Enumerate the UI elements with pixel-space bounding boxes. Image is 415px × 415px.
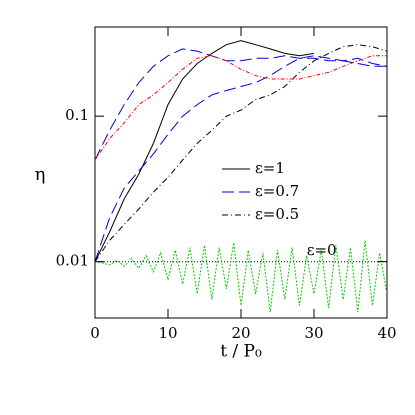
x-tick-label: 40	[377, 324, 396, 342]
series-line	[95, 44, 387, 262]
x-tick-label: 20	[231, 324, 250, 342]
series-line	[95, 240, 387, 313]
series-line	[95, 55, 387, 262]
plot-lines	[95, 40, 387, 313]
x-tick-label: 0	[90, 324, 100, 342]
y-tick-label: 0.01	[56, 252, 89, 270]
y-axis-label: η	[35, 164, 46, 185]
series-line	[95, 55, 387, 161]
x-tick-label: 10	[158, 324, 177, 342]
series-line	[95, 40, 315, 262]
x-axis-label: t / P₀	[220, 342, 262, 362]
legend-label: ε=1	[255, 159, 285, 177]
annotation: ε=0	[307, 241, 337, 259]
x-tick-label: 30	[304, 324, 323, 342]
plot-frame	[94, 26, 388, 319]
series-line	[95, 48, 387, 161]
legend-label: ε=0.7	[255, 182, 299, 200]
legend-label: ε=0.5	[255, 205, 299, 223]
y-tick-label: 0.1	[65, 106, 89, 124]
